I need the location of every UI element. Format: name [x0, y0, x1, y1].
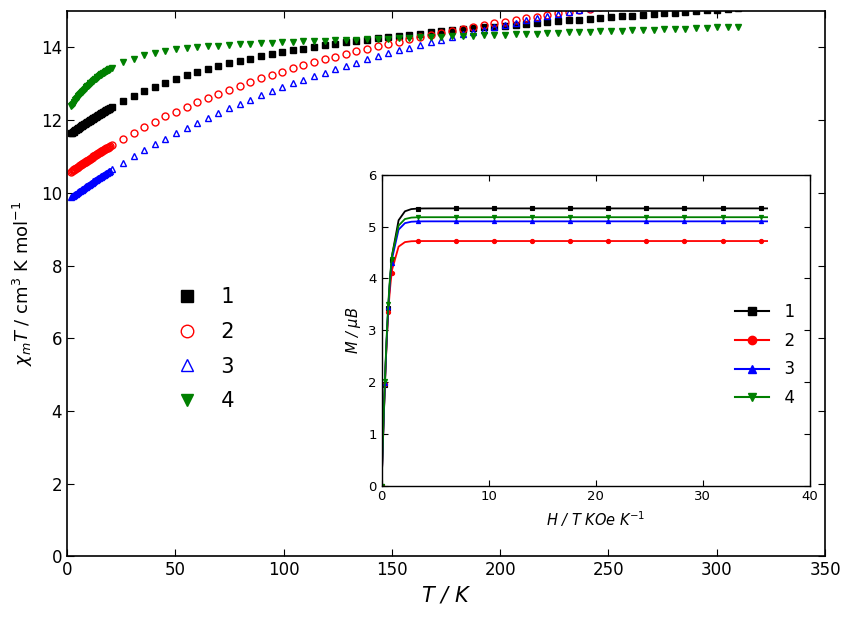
Y-axis label: $\chi_m T$ / cm$^3$ K mol$^{-1}$: $\chi_m T$ / cm$^3$ K mol$^{-1}$: [11, 201, 35, 366]
X-axis label: $T$ / K: $T$ / K: [421, 585, 471, 606]
Legend:   1,   2,   3,   4: 1, 2, 3, 4: [169, 279, 243, 420]
